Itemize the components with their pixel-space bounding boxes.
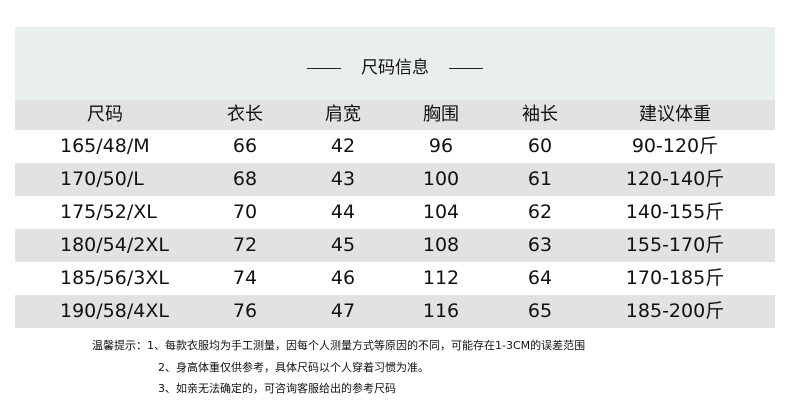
table-cell: 165/48/M <box>60 135 150 157</box>
table-cell: 61 <box>527 168 553 190</box>
table-cell: 180/54/2XL <box>60 234 169 256</box>
note-item: 3、如亲无法确定的，可咨询客服给出的参考尺码 <box>158 382 396 395</box>
table-cell: 74 <box>232 267 258 289</box>
column-header: 尺码 <box>87 104 123 125</box>
column-header: 袖长 <box>522 104 558 125</box>
title-dash-left <box>307 67 341 69</box>
table-row: 190/58/4XL 76 47 116 65 185-200斤 <box>15 295 775 328</box>
table-cell: 120-140斤 <box>625 168 725 190</box>
table-cell: 112 <box>422 267 460 289</box>
table-row: 175/52/XL 70 44 104 62 140-155斤 <box>15 196 775 229</box>
table-cell: 65 <box>527 300 553 322</box>
table-cell: 45 <box>330 234 356 256</box>
title-dash-right <box>449 67 483 69</box>
table-cell: 46 <box>330 267 356 289</box>
table-cell: 62 <box>527 201 553 223</box>
column-header: 建议体重 <box>639 104 711 125</box>
table-cell: 108 <box>422 234 460 256</box>
title-text: 尺码信息 <box>361 58 429 78</box>
column-header: 衣长 <box>227 104 263 125</box>
table-cell: 90-120斤 <box>631 135 719 157</box>
table-cell: 170/50/L <box>60 168 144 190</box>
table-cell: 190/58/4XL <box>60 300 169 322</box>
table-cell: 68 <box>232 168 258 190</box>
title-band: 尺码信息 <box>15 27 775 100</box>
table-cell: 96 <box>428 135 454 157</box>
notes-label: 温馨提示： <box>92 339 147 352</box>
table-cell: 47 <box>330 300 356 322</box>
notes: 温馨提示：1、每款衣服均为手工测量，因每个人测量方式等原因的不同，可能存在1-3… <box>92 335 585 400</box>
table-cell: 175/52/XL <box>60 201 157 223</box>
note-item: 2、身高体重仅供参考，具体尺码以个人穿着习惯为准。 <box>158 360 429 374</box>
table-cell: 70 <box>232 201 258 223</box>
table-cell: 100 <box>422 168 460 190</box>
table-cell: 44 <box>330 201 356 223</box>
table-cell: 60 <box>527 135 553 157</box>
table-cell: 76 <box>232 300 258 322</box>
table-cell: 155-170斤 <box>625 234 725 256</box>
table-cell: 63 <box>527 234 553 256</box>
chart-title: 尺码信息 <box>15 53 775 78</box>
table-cell: 72 <box>232 234 258 256</box>
table-row: 170/50/L 68 43 100 61 120-140斤 <box>15 163 775 196</box>
table-cell: 64 <box>527 267 553 289</box>
note-item: 1、每款衣服均为手工测量，因每个人测量方式等原因的不同，可能存在1-3CM的误差… <box>147 339 586 352</box>
table-cell: 43 <box>330 168 356 190</box>
column-header: 胸围 <box>423 104 459 125</box>
table-cell: 66 <box>232 135 258 157</box>
table-row: 165/48/M 66 42 96 60 90-120斤 <box>15 130 775 163</box>
header-row: 尺码 衣长 肩宽 胸围 袖长 建议体重 <box>15 100 775 130</box>
table-cell: 116 <box>422 300 460 322</box>
table-cell: 170-185斤 <box>625 267 725 289</box>
table-cell: 104 <box>422 201 460 223</box>
table-cell: 42 <box>330 135 356 157</box>
table-row: 185/56/3XL 74 46 112 64 170-185斤 <box>15 262 775 295</box>
column-header: 肩宽 <box>325 104 361 125</box>
table-row: 180/54/2XL 72 45 108 63 155-170斤 <box>15 229 775 262</box>
table-cell: 140-155斤 <box>625 201 725 223</box>
table-cell: 185/56/3XL <box>60 267 169 289</box>
table-cell: 185-200斤 <box>625 300 725 322</box>
